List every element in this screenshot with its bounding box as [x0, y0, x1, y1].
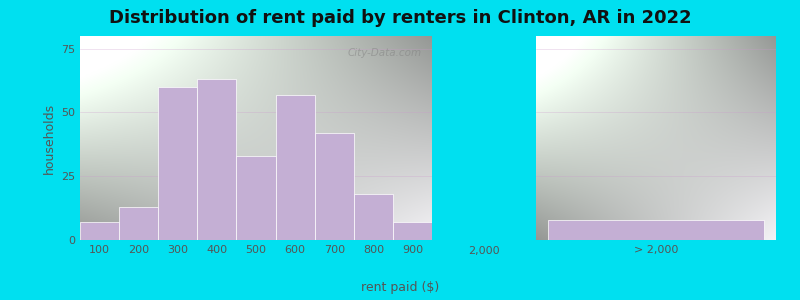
Text: rent paid ($): rent paid ($) — [361, 281, 439, 294]
Bar — [198, 79, 237, 240]
Bar — [314, 133, 354, 240]
Text: City-Data.com: City-Data.com — [347, 48, 422, 58]
Bar — [80, 222, 119, 240]
Bar — [393, 222, 432, 240]
Y-axis label: households: households — [42, 102, 55, 174]
Text: Distribution of rent paid by renters in Clinton, AR in 2022: Distribution of rent paid by renters in … — [109, 9, 691, 27]
Text: 2,000: 2,000 — [468, 246, 500, 256]
Bar — [548, 220, 764, 240]
Bar — [158, 87, 198, 240]
Bar — [237, 156, 275, 240]
Bar — [119, 207, 158, 240]
Bar — [275, 94, 314, 240]
Bar — [354, 194, 393, 240]
